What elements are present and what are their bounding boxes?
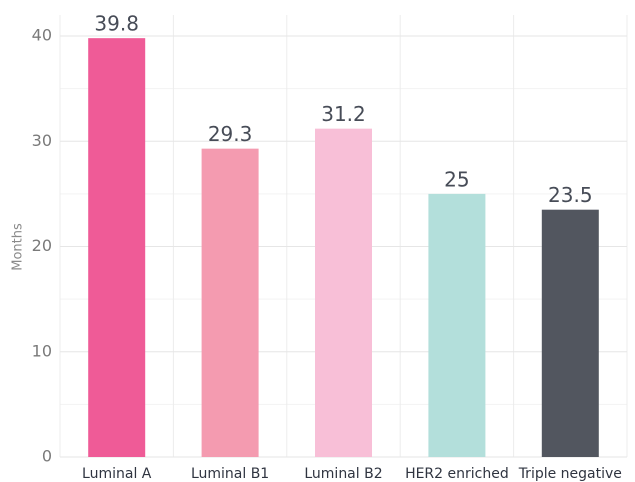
y-tick-label: 0 (42, 447, 52, 466)
y-tick-label: 30 (32, 131, 52, 150)
bar (201, 148, 259, 457)
bar (428, 193, 486, 457)
y-tick-label: 20 (32, 236, 52, 255)
data-label: 25 (444, 167, 469, 191)
x-tick-label: HER2 enriched (405, 466, 509, 482)
bar (541, 209, 599, 457)
x-tick-label: Luminal A (82, 466, 152, 482)
bar (88, 38, 146, 458)
data-label: 23.5 (548, 183, 593, 207)
data-label: 31.2 (321, 102, 366, 126)
y-tick-label: 10 (32, 341, 52, 360)
x-tick-label: Triple negative (518, 466, 622, 482)
data-label: 29.3 (208, 122, 253, 146)
x-tick-label: Luminal B1 (191, 466, 269, 482)
y-axis-label: Months (11, 223, 26, 271)
x-tick-label: Luminal B2 (304, 466, 382, 482)
y-tick-label: 40 (32, 26, 52, 45)
data-label: 39.8 (94, 12, 139, 36)
bar (315, 128, 372, 457)
